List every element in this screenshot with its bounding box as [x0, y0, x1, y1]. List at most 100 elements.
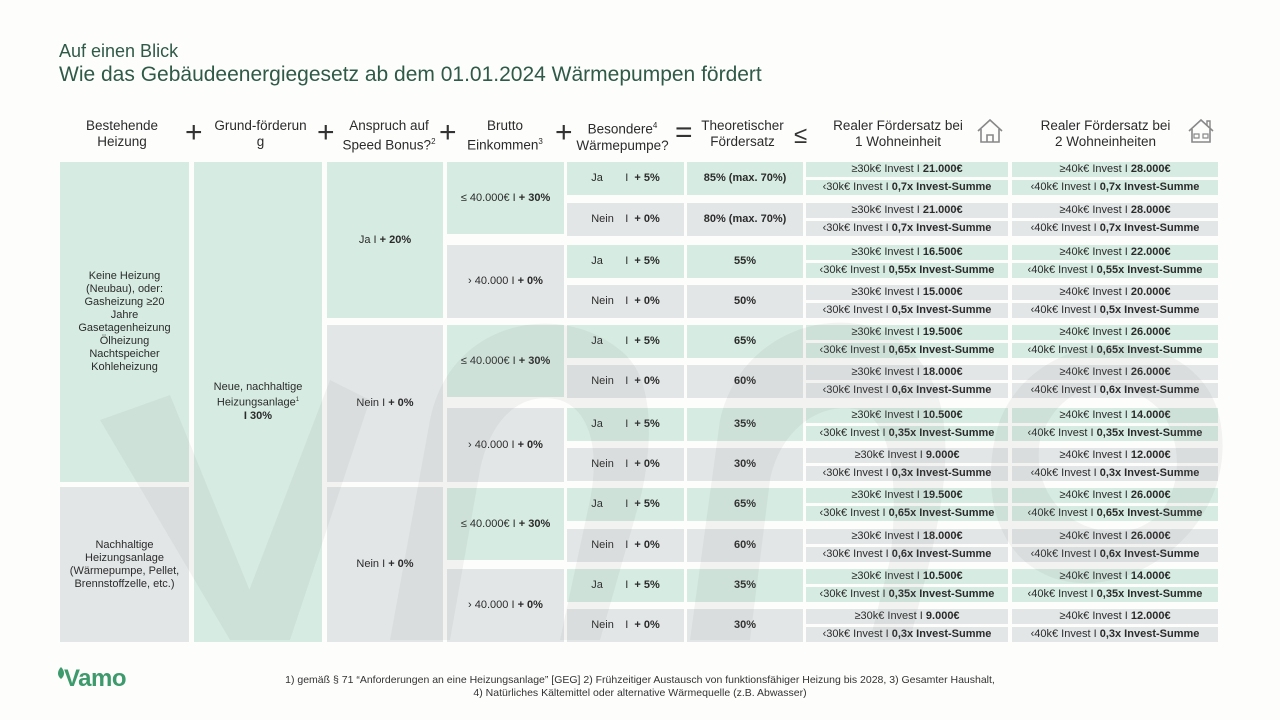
real-rate-1-unit-low: ‹30k€ Invest I 0,35x Invest-Summe: [806, 587, 1008, 602]
threshold: ≥40k€ Invest I: [1059, 246, 1128, 258]
heating-type-fossil: Keine Heizung (Neubau), oder: Gasheizung…: [60, 162, 189, 482]
theoretical-rate-cell: 50%: [687, 285, 803, 318]
header-line: Realer Fördersatz bei: [833, 118, 963, 133]
heatpump-answer: Ja: [591, 579, 603, 591]
header-line: Speed Bonus?: [342, 137, 432, 153]
separator: I: [625, 498, 635, 510]
real-rate-2-units-high: ≥40k€ Invest I 28.000€: [1012, 203, 1218, 218]
separator: I: [625, 418, 635, 430]
heatpump-bonus: + 5%: [634, 579, 660, 591]
real-rate-1-unit-low: ‹30k€ Invest I 0,6x Invest-Summe: [806, 547, 1008, 562]
heatpump-answer: Nein: [591, 213, 614, 225]
income-label: › 40.000 I: [468, 275, 518, 287]
real-rate-1-unit-low: ‹30k€ Invest I 0,7x Invest-Summe: [806, 180, 1008, 195]
real-rate-2-units-high: ≥40k€ Invest I 28.000€: [1012, 162, 1218, 177]
heatpump-bonus: + 5%: [634, 335, 660, 347]
real-rate-2-units-low: ‹40k€ Invest I 0,35x Invest-Summe: [1012, 587, 1218, 602]
threshold: ≥30k€ Invest I: [851, 366, 920, 378]
threshold: ≥30k€ Invest I: [851, 204, 920, 216]
speed-bonus-label: Ja I: [358, 233, 380, 246]
factor: 0,3x Invest-Summe: [891, 628, 992, 640]
theoretical-rate: 35%: [733, 579, 757, 591]
footnote-ref: 2: [431, 137, 436, 146]
threshold: ≥40k€ Invest I: [1059, 449, 1128, 461]
real-rate-2-units-low: ‹40k€ Invest I 0,3x Invest-Summe: [1012, 627, 1218, 642]
factor: 0,35x Invest-Summe: [1096, 427, 1203, 439]
text-line: (Neubau), oder:: [85, 283, 164, 295]
heatpump-cell: Nein I + 0%: [567, 529, 684, 562]
col-header-base-funding: Grund-förderun g: [203, 118, 318, 150]
theoretical-rate-cell: 80% (max. 70%): [687, 203, 803, 236]
col-header-real-rate-1-unit: Realer Fördersatz bei 1 Wohneinheit: [818, 118, 978, 150]
amount: 26.000€: [1130, 326, 1171, 338]
text-line: Keine Heizung: [88, 270, 161, 282]
threshold: ≥30k€ Invest I: [851, 163, 920, 175]
amount: 28.000€: [1130, 204, 1171, 216]
threshold: ‹40k€ Invest I: [1027, 344, 1094, 356]
col-header-special-heatpump: Besondere4 Wärmepumpe?: [570, 118, 675, 154]
two-unit-house-icon: [1188, 118, 1214, 143]
heatpump-cell: Ja I + 5%: [567, 488, 684, 521]
text-line: Ölheizung: [99, 335, 150, 347]
threshold: ≥30k€ Invest I: [851, 409, 920, 421]
heatpump-cell: Nein I + 0%: [567, 365, 684, 398]
amount: 20.000€: [1130, 286, 1171, 298]
header-line: Anspruch auf: [349, 118, 429, 133]
threshold: ≥40k€ Invest I: [1059, 163, 1128, 175]
amount: 12.000€: [1130, 610, 1171, 622]
theoretical-rate-cell: 60%: [687, 529, 803, 562]
leaf-icon: [58, 667, 64, 679]
separator: I: [625, 213, 635, 225]
amount: 15.000€: [922, 286, 963, 298]
heatpump-cell: Ja I + 5%: [567, 245, 684, 278]
threshold: ‹40k€ Invest I: [1030, 628, 1097, 640]
header-line: g: [256, 134, 265, 149]
heatpump-cell: Nein I + 0%: [567, 203, 684, 236]
threshold: ≥40k€ Invest I: [1059, 366, 1128, 378]
theoretical-rate: 65%: [733, 335, 757, 347]
income-label: › 40.000 I: [468, 599, 518, 611]
real-rate-2-units-low: ‹40k€ Invest I 0,65x Invest-Summe: [1012, 343, 1218, 358]
heatpump-cell: Ja I + 5%: [567, 569, 684, 602]
header-line: Theoretischer: [701, 118, 784, 133]
threshold: ≥40k€ Invest I: [1059, 326, 1128, 338]
theoretical-rate: 30%: [733, 619, 757, 631]
amount: 9.000€: [925, 449, 960, 461]
threshold: ‹30k€ Invest I: [819, 264, 886, 276]
threshold: ≥40k€ Invest I: [1059, 489, 1128, 501]
real-rate-1-unit-high: ≥30k€ Invest I 15.000€: [806, 285, 1008, 300]
separator: I: [625, 619, 635, 631]
theoretical-rate-cell: 60%: [687, 365, 803, 398]
footnote-line: 4) Natürliches Kältemittel oder alternat…: [473, 687, 807, 699]
threshold: ≥40k€ Invest I: [1059, 530, 1128, 542]
factor: 0,3x Invest-Summe: [891, 467, 992, 479]
logo-text: Vamo: [64, 665, 127, 692]
plus-operator: +: [185, 116, 203, 149]
income-label: › 40.000 I: [468, 438, 518, 451]
amount: 10.500€: [922, 570, 963, 582]
real-rate-1-unit-low: ‹30k€ Invest I 0,6x Invest-Summe: [806, 383, 1008, 398]
threshold: ‹30k€ Invest I: [822, 384, 889, 396]
real-rate-1-unit-high: ≥30k€ Invest I 16.500€: [806, 245, 1008, 260]
header-line: Bestehende: [85, 118, 159, 133]
threshold: ‹30k€ Invest I: [822, 222, 889, 234]
real-rate-2-units-low: ‹40k€ Invest I 0,35x Invest-Summe: [1012, 426, 1218, 441]
real-rate-1-unit-high: ≥30k€ Invest I 10.500€: [806, 569, 1008, 584]
heatpump-answer: Ja: [591, 172, 603, 184]
real-rate-2-units-low: ‹40k€ Invest I 0,6x Invest-Summe: [1012, 383, 1218, 398]
plus-operator: +: [555, 116, 573, 149]
threshold: ‹40k€ Invest I: [1030, 181, 1097, 193]
heating-type-sustainable: Nachhaltige Heizungsanlage (Wärmepumpe, …: [60, 487, 189, 642]
speed-bonus-ja: Ja I + 20%: [327, 162, 443, 318]
heatpump-answer: Nein: [591, 375, 614, 387]
real-rate-2-units-high: ≥40k€ Invest I 26.000€: [1012, 529, 1218, 544]
col-header-existing-heating: Bestehende Heizung: [62, 118, 182, 150]
text-line: (Wärmepumpe, Pellet,: [69, 564, 180, 577]
factor: 0,7x Invest-Summe: [891, 222, 992, 234]
theoretical-rate-cell: 30%: [687, 448, 803, 481]
heatpump-cell: Ja I + 5%: [567, 162, 684, 195]
factor: 0,5x Invest-Summe: [891, 304, 992, 316]
amount: 22.000€: [1130, 246, 1171, 258]
theoretical-rate-cell: 65%: [687, 488, 803, 521]
heatpump-answer: Ja: [591, 255, 603, 267]
